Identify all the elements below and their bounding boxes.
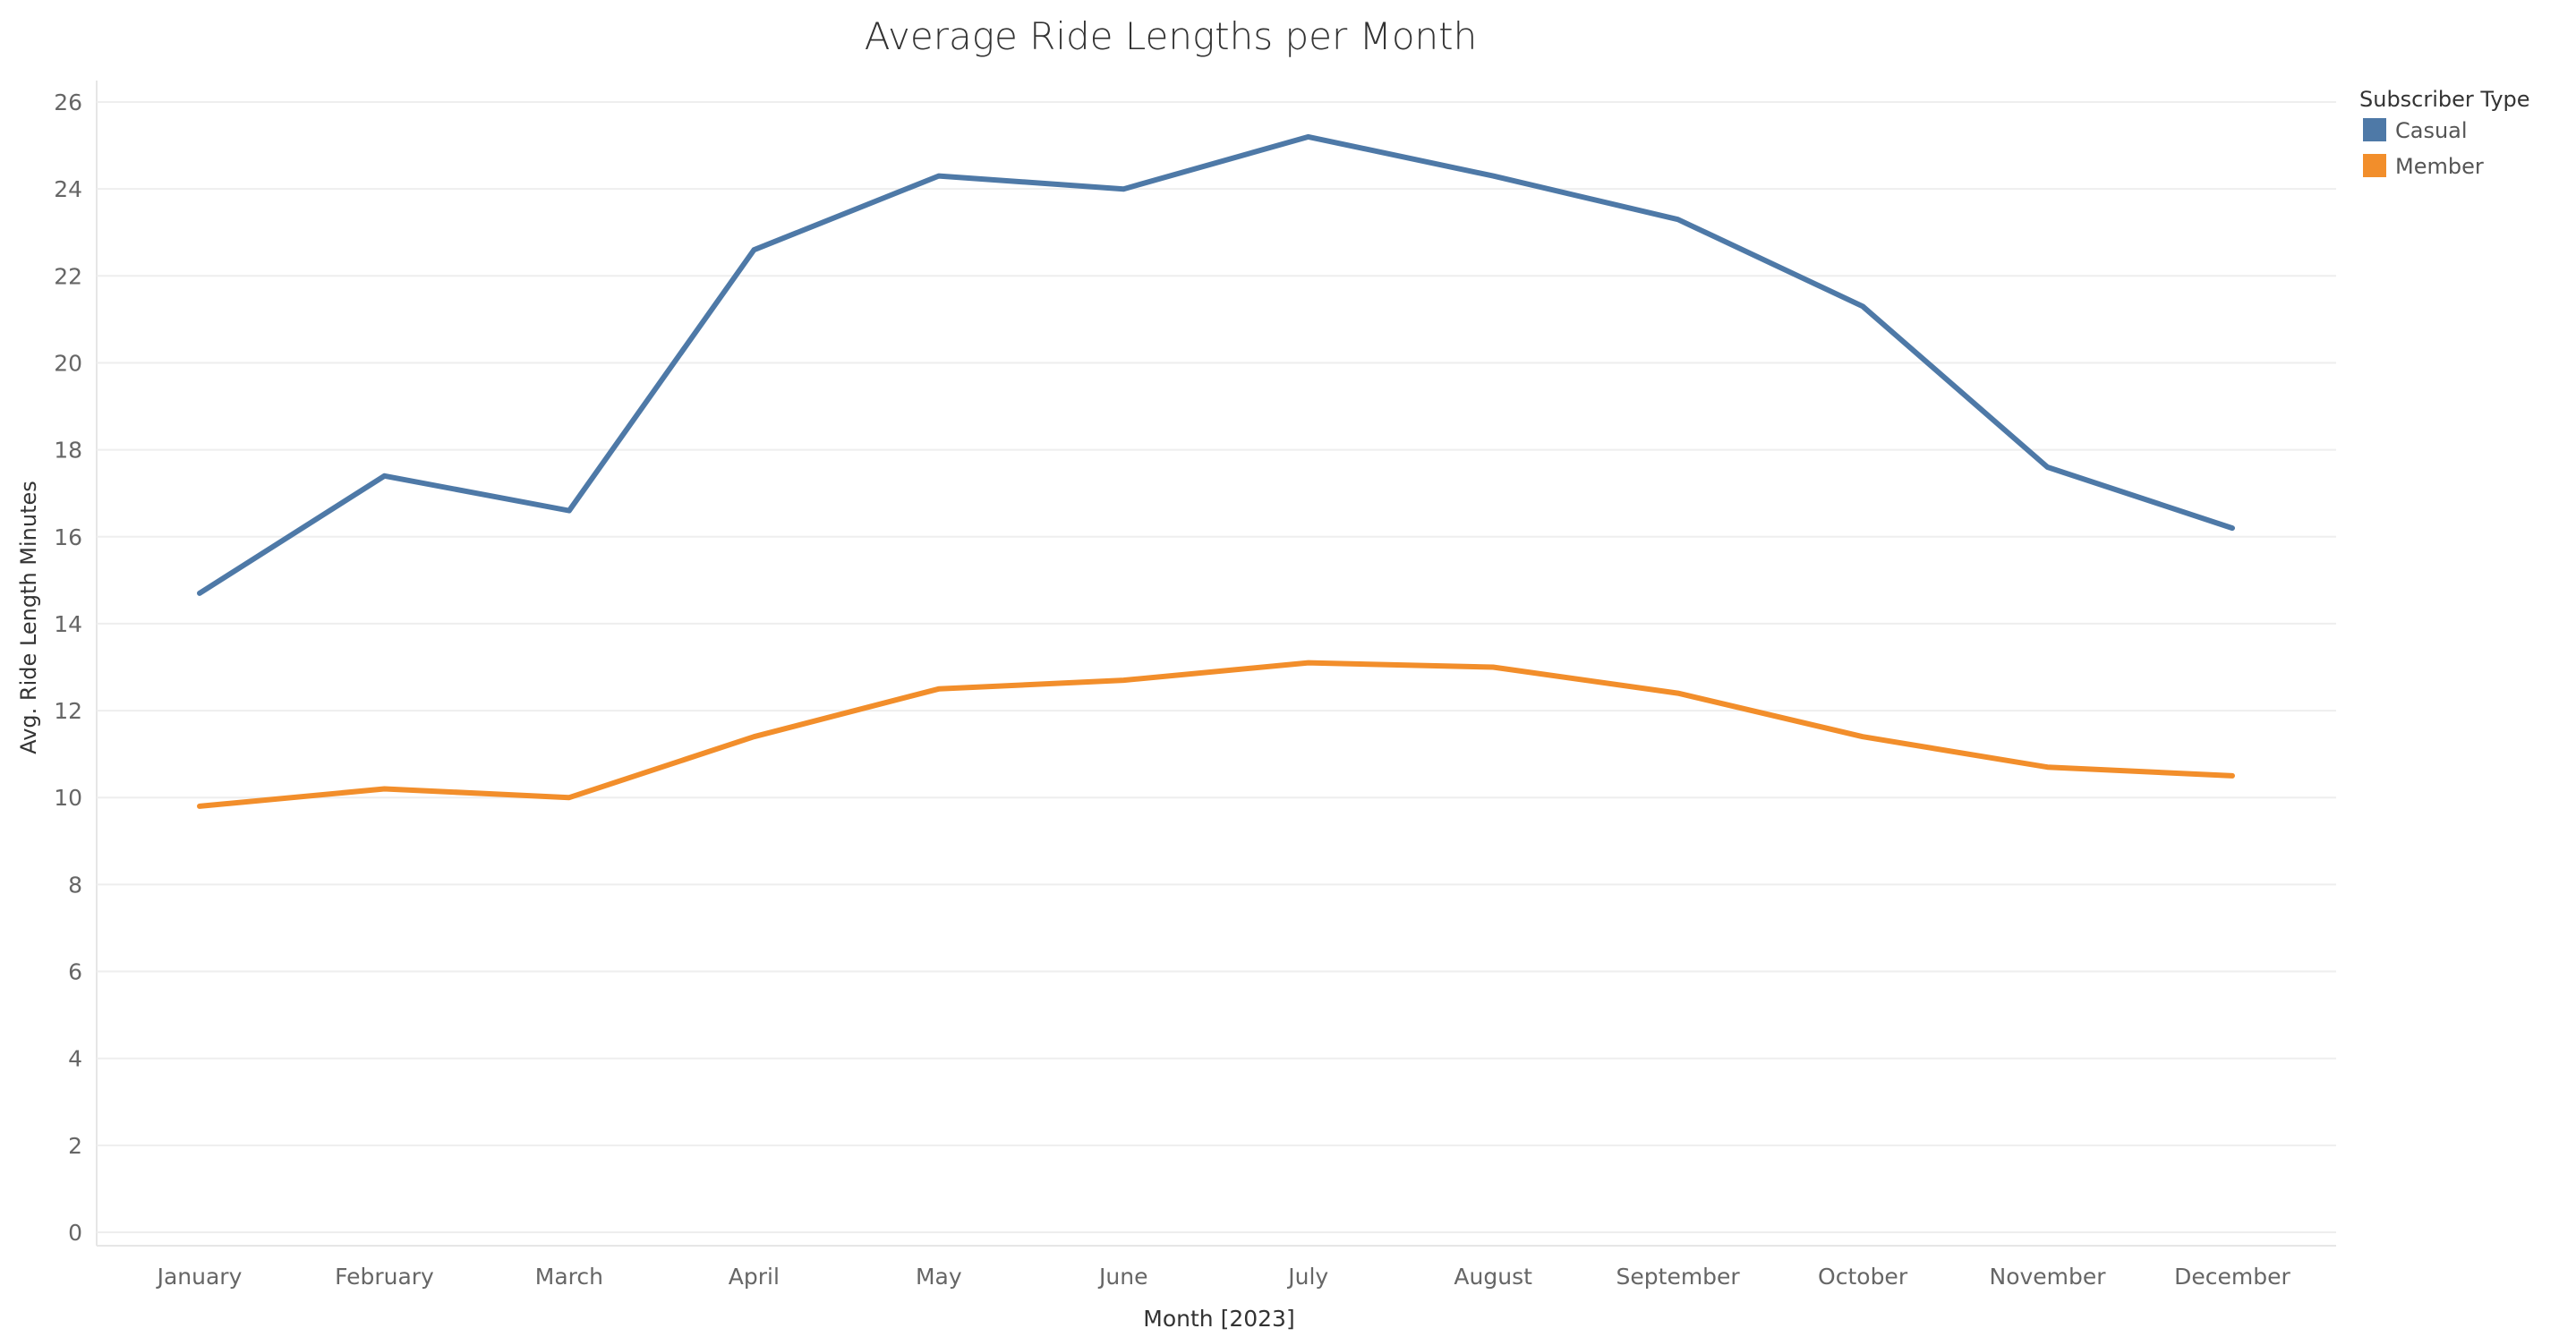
data-point-casual	[1676, 217, 1680, 222]
y-tick-label: 14	[54, 611, 82, 637]
data-point-casual	[2045, 465, 2050, 470]
y-tick-label: 24	[54, 176, 82, 202]
x-tick-label: April	[729, 1264, 780, 1290]
series-line-member	[197, 660, 2235, 809]
legend-title: Subscriber Type	[2359, 87, 2530, 112]
chart-title: Average Ride Lengths per Month	[865, 14, 1477, 58]
data-point-member	[198, 804, 201, 808]
y-axis-title: Avg. Ride Length Minutes	[16, 481, 41, 754]
data-point-member	[1491, 665, 1496, 669]
y-tick-label: 26	[54, 89, 82, 115]
legend-label-casual: Casual	[2395, 118, 2468, 143]
data-point-member	[1122, 678, 1126, 683]
data-point-member	[1306, 660, 1310, 665]
legend-swatch-casual	[2363, 118, 2386, 141]
data-point-casual	[198, 591, 201, 595]
x-tick-label: September	[1616, 1264, 1741, 1290]
plot-frame	[96, 81, 2336, 1247]
grid-lines	[97, 101, 2336, 1233]
y-tick-label: 6	[68, 959, 82, 985]
x-tick-label: October	[1818, 1264, 1908, 1290]
y-tick-label: 12	[54, 698, 82, 724]
series-lines	[197, 133, 2235, 809]
x-tick-label: June	[1097, 1264, 1147, 1290]
data-point-member	[2045, 765, 2050, 770]
y-tick-label: 20	[54, 350, 82, 376]
x-tick-label: March	[535, 1264, 603, 1290]
x-axis-ticks: January February March April May June July Augu…	[156, 1264, 2291, 1290]
data-point-member	[752, 735, 756, 739]
legend-items: Casual Member	[2363, 118, 2484, 179]
y-tick-label: 10	[54, 785, 82, 811]
legend-swatch-member	[2363, 154, 2386, 177]
y-tick-label: 22	[54, 263, 82, 289]
x-tick-label: May	[916, 1264, 962, 1290]
x-tick-label: July	[1286, 1264, 1328, 1290]
x-tick-label: August	[1454, 1264, 1532, 1290]
data-point-casual	[382, 473, 387, 478]
data-point-member	[382, 787, 387, 791]
data-point-casual	[1861, 304, 1865, 309]
x-tick-label: November	[1990, 1264, 2107, 1290]
y-tick-label: 4	[68, 1046, 82, 1072]
data-point-casual	[752, 248, 756, 252]
data-point-casual	[567, 508, 571, 513]
data-point-member	[1861, 735, 1865, 739]
legend-label-member: Member	[2395, 154, 2484, 179]
y-tick-label: 2	[68, 1133, 82, 1159]
data-point-casual	[2231, 526, 2234, 531]
data-point-member	[936, 686, 941, 691]
data-point-casual	[1491, 174, 1496, 178]
series-line-casual	[197, 133, 2235, 596]
data-point-member	[567, 796, 571, 800]
legend: Subscriber Type Casual Member	[2359, 87, 2530, 179]
y-tick-label: 18	[54, 438, 82, 464]
data-point-casual	[1122, 187, 1126, 192]
y-tick-label: 8	[68, 872, 82, 898]
x-tick-label: January	[156, 1264, 243, 1290]
y-tick-label: 16	[54, 524, 82, 550]
data-point-member	[1676, 691, 1680, 695]
x-axis-title: Month [2023]	[1143, 1306, 1294, 1332]
y-tick-label: 0	[68, 1220, 82, 1246]
data-point-casual	[936, 174, 941, 178]
data-point-casual	[1306, 134, 1310, 139]
data-point-member	[2231, 773, 2234, 778]
x-tick-label: February	[335, 1264, 434, 1290]
x-tick-label: December	[2174, 1264, 2290, 1290]
